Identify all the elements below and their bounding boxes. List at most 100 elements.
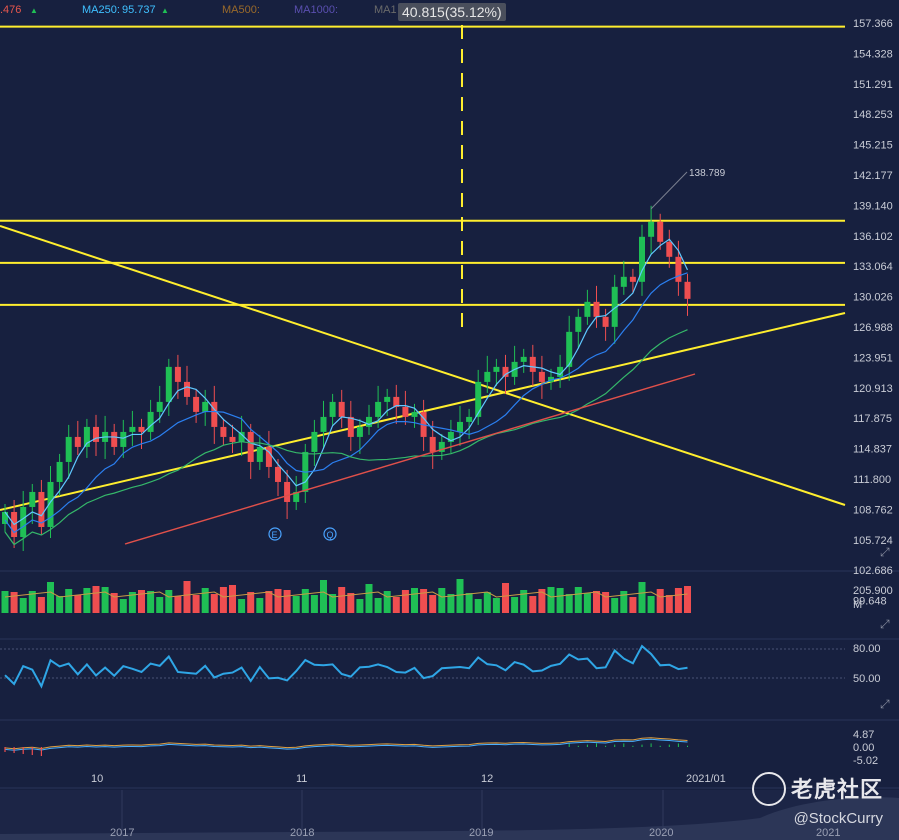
candle-body <box>429 436 436 452</box>
volume-bar <box>602 592 610 613</box>
volume-bar <box>10 592 18 613</box>
candle-body <box>265 446 272 467</box>
volume-bar <box>429 595 437 613</box>
volume-bar <box>574 587 582 613</box>
event-marker-label: E <box>272 530 278 540</box>
volume-bar <box>210 594 218 613</box>
volume-bar <box>492 598 500 613</box>
candle-body <box>284 481 291 502</box>
price-tick-label: 130.026 <box>853 292 893 304</box>
volume-bar <box>556 588 564 613</box>
volume-bar <box>547 587 555 613</box>
volume-bar <box>192 595 200 613</box>
volume-bar <box>238 599 246 613</box>
volume-bar <box>647 596 655 613</box>
volume-bar <box>274 589 282 613</box>
price-tick-label: 111.800 <box>853 474 891 486</box>
candle-body <box>520 356 527 362</box>
volume-bar <box>347 593 355 613</box>
candle-body <box>256 446 263 462</box>
trendline-down <box>0 225 846 506</box>
candle-body <box>375 401 382 417</box>
candle-body <box>47 481 54 527</box>
volume-bar <box>165 590 173 613</box>
volume-bar <box>593 591 600 613</box>
candle-body <box>20 506 27 537</box>
candle-body <box>657 221 664 242</box>
price-tick-label: 117.875 <box>853 413 892 425</box>
volume-bar <box>483 592 491 613</box>
candle-body <box>320 416 327 432</box>
candle-body <box>347 416 354 437</box>
candle-body <box>74 436 81 447</box>
trendline-up <box>0 312 846 511</box>
price-tick-label: 120.913 <box>853 383 893 395</box>
candle-body <box>475 381 482 417</box>
volume-bar <box>219 587 227 613</box>
price-tick-label: 133.064 <box>853 261 893 273</box>
volume-bar <box>147 591 155 613</box>
macd-axis-label: 4.87 <box>853 729 874 741</box>
volume-bar <box>1 591 9 613</box>
candle-body <box>275 466 281 482</box>
volume-bar <box>474 599 482 613</box>
volume-bar <box>420 589 428 613</box>
candle-body <box>329 401 336 417</box>
volume-bar <box>656 589 664 613</box>
candle-body <box>165 366 172 402</box>
price-tick-label: 99.648 <box>853 596 887 608</box>
volume-bar <box>447 594 455 613</box>
candle-body <box>147 411 154 432</box>
volume-bar <box>401 590 409 613</box>
measure-label: 40.815(35.12%) <box>398 3 506 21</box>
volume-bar <box>101 587 109 613</box>
high-leader-line <box>650 171 688 210</box>
volume-bar <box>538 589 546 613</box>
event-marker <box>268 527 282 541</box>
price-tick-label: 139.140 <box>853 200 893 212</box>
volume-bar <box>310 595 318 613</box>
candle-body <box>675 256 682 282</box>
candle-body <box>639 236 645 282</box>
price-tick-label: 114.837 <box>853 444 892 456</box>
volume-bar <box>365 584 373 613</box>
candle-body <box>184 381 190 397</box>
candle-body <box>620 276 627 287</box>
candle-body <box>2 511 8 524</box>
price-tick-label: 105.724 <box>853 535 893 547</box>
volume-bar <box>638 582 646 613</box>
month-tick-label: 11 <box>296 773 307 785</box>
candle-body <box>220 426 227 437</box>
volume-bar <box>128 592 136 613</box>
price-tick-label: 148.253 <box>853 109 893 121</box>
candle-body <box>538 371 545 382</box>
volume-bar <box>74 595 82 613</box>
volume-bar <box>320 580 327 613</box>
candle-body <box>202 401 209 412</box>
candle-body <box>502 366 509 377</box>
candle-body <box>384 396 391 402</box>
candle-body <box>193 396 200 412</box>
candle-body <box>629 276 636 282</box>
volume-bar <box>383 591 391 613</box>
expand-icon: ⤢ <box>879 545 890 559</box>
month-tick-label: 12 <box>481 773 493 785</box>
volume-bar <box>65 589 73 613</box>
candle-body <box>602 316 609 327</box>
volume-bar <box>201 588 209 613</box>
candle-body <box>484 371 491 382</box>
volume-bar <box>465 593 473 613</box>
candle-body <box>493 366 500 372</box>
candle-body <box>247 431 254 462</box>
candle-body <box>83 426 90 447</box>
candle-body <box>393 396 400 407</box>
volume-bar <box>174 596 182 613</box>
legend-ma1000-label: MA1000: <box>294 4 339 16</box>
price-tick-label: 136.102 <box>853 231 893 243</box>
candle-body <box>402 406 409 417</box>
volume-bar <box>502 583 509 613</box>
volume-bar <box>392 597 400 613</box>
candle-body <box>466 416 473 422</box>
